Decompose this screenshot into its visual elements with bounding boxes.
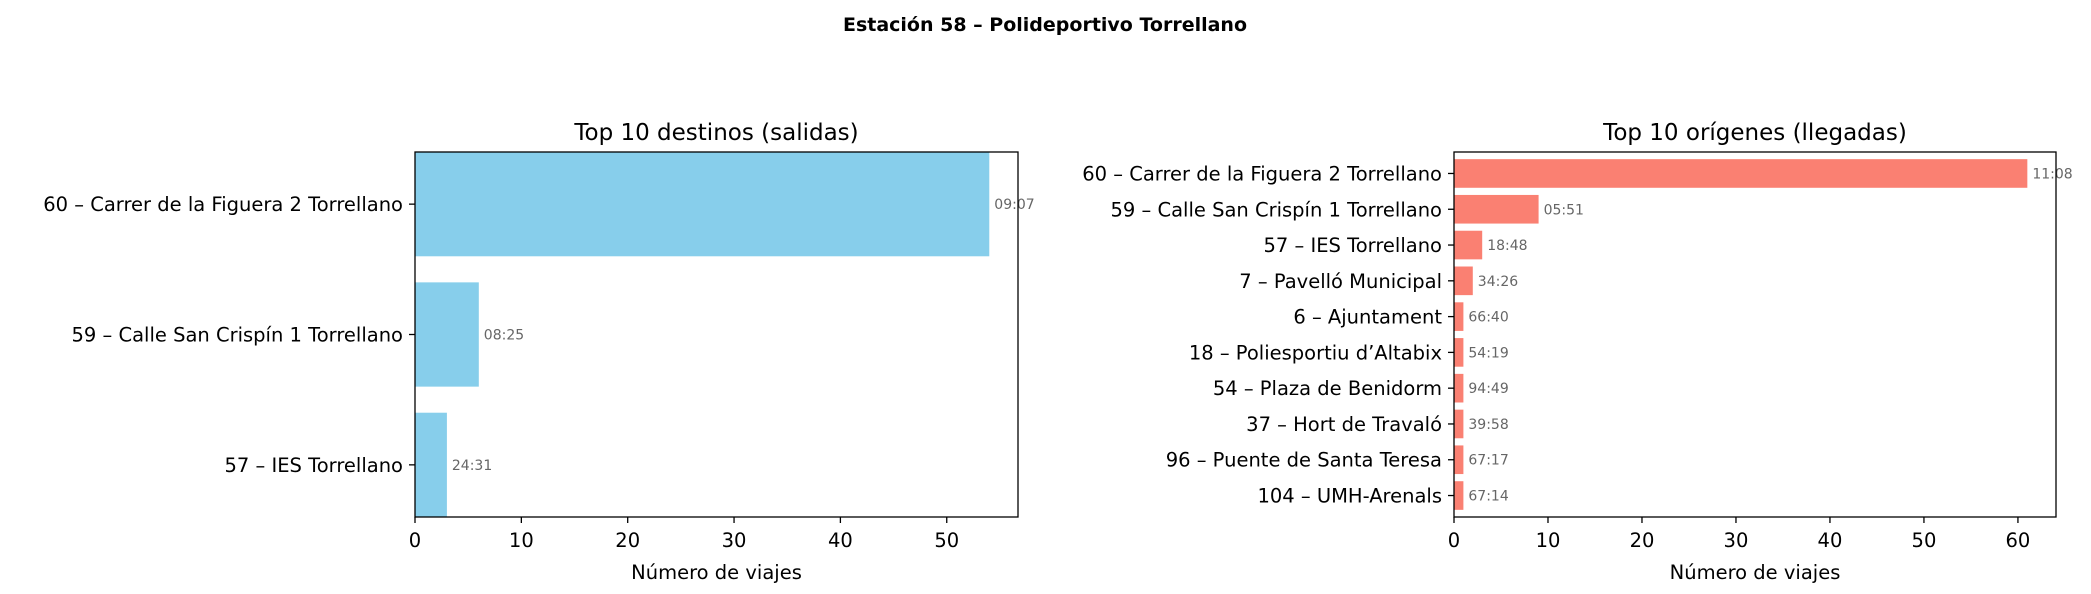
figure-title: Estación 58 – Polideportivo Torrellano xyxy=(843,14,1247,36)
x-tick-label: 20 xyxy=(1630,529,1655,552)
category-label: 37 – Hort de Travaló xyxy=(1246,413,1442,436)
bar xyxy=(1454,445,1464,475)
category-label: 18 – Poliesportiu d’Altabix xyxy=(1189,341,1442,364)
x-tick-label: 10 xyxy=(1536,529,1561,552)
chart-title: Top 10 destinos (salidas) xyxy=(573,120,858,146)
bar xyxy=(415,282,479,387)
x-tick-label: 50 xyxy=(1912,529,1937,552)
bar-annotation: 66:40 xyxy=(1468,310,1508,326)
category-label: 104 – UMH-Arenals xyxy=(1257,485,1442,508)
axes-frame xyxy=(1453,151,2057,518)
category-label: 7 – Pavelló Municipal xyxy=(1239,270,1442,293)
category-label: 59 – Calle San Crispín 1 Torrellano xyxy=(72,324,403,347)
bar-annotation: 09:07 xyxy=(994,197,1034,213)
bar-annotation: 67:14 xyxy=(1468,489,1508,505)
bar xyxy=(1454,194,1539,224)
x-tick-label: 40 xyxy=(1818,529,1843,552)
category-label: 57 – IES Torrellano xyxy=(225,454,403,477)
x-tick-label: 50 xyxy=(934,529,959,552)
bar xyxy=(1454,338,1464,367)
axes-frame xyxy=(414,151,1019,518)
bar-annotation: 34:26 xyxy=(1478,274,1518,290)
bar-annotation: 54:19 xyxy=(1468,345,1508,361)
bar-annotation: 94:49 xyxy=(1468,381,1508,397)
x-tick-label: 30 xyxy=(722,529,747,552)
bar-annotation: 67:17 xyxy=(1468,453,1508,469)
bar-annotation: 08:25 xyxy=(484,328,524,344)
x-axis-label: Número de viajes xyxy=(1670,561,1841,584)
category-label: 96 – Puente de Santa Teresa xyxy=(1166,449,1442,472)
bar xyxy=(1454,481,1464,510)
category-label: 57 – IES Torrellano xyxy=(1264,234,1442,257)
bar-annotation: 24:31 xyxy=(452,458,492,474)
bar-annotation: 39:58 xyxy=(1468,417,1508,433)
bar xyxy=(1454,266,1473,296)
bar xyxy=(415,152,990,257)
x-tick-label: 20 xyxy=(615,529,640,552)
x-tick-label: 0 xyxy=(409,529,421,552)
chart-2: Top 10 orígenes (llegadas) 11:08 60 – Carr… xyxy=(1082,120,2072,584)
bar-annotation: 18:48 xyxy=(1487,238,1527,254)
category-label: 60 – Carrer de la Figuera 2 Torrellano xyxy=(1082,162,1442,185)
bar xyxy=(1454,230,1483,260)
bar xyxy=(1454,409,1464,439)
chart-title: Top 10 orígenes (llegadas) xyxy=(1602,120,1907,146)
category-label: 54 – Plaza de Benidorm xyxy=(1213,377,1442,400)
x-tick-label: 0 xyxy=(1448,529,1460,552)
x-tick-label: 10 xyxy=(509,529,534,552)
bar xyxy=(415,412,447,517)
category-label: 60 – Carrer de la Figuera 2 Torrellano xyxy=(43,193,403,216)
bar-annotation: 11:08 xyxy=(2032,166,2072,182)
bar xyxy=(1454,373,1464,403)
bar xyxy=(1454,302,1464,331)
bar xyxy=(1454,159,2028,188)
x-tick-label: 30 xyxy=(1724,529,1749,552)
category-label: 6 – Ajuntament xyxy=(1293,306,1442,329)
bar-annotation: 05:51 xyxy=(1544,202,1584,218)
category-label: 59 – Calle San Crispín 1 Torrellano xyxy=(1111,198,1442,221)
x-axis-label: Número de viajes xyxy=(631,561,802,584)
x-tick-label: 40 xyxy=(828,529,853,552)
x-tick-label: 60 xyxy=(2006,529,2031,552)
chart-1: Top 10 destinos (salidas) 09:07 60 – Carre… xyxy=(43,120,1034,584)
